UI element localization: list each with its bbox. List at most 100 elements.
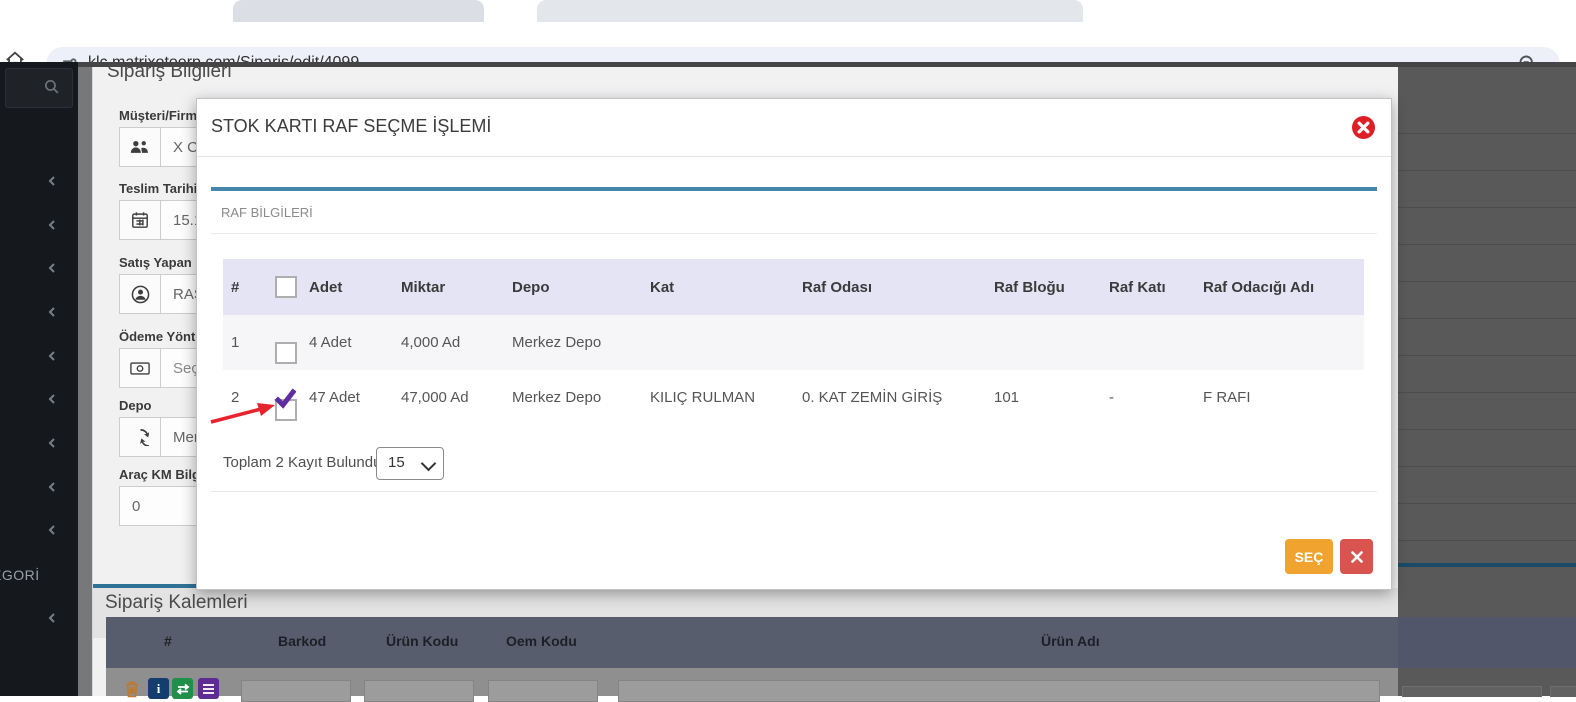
dimmed-table-rows (1398, 97, 1576, 547)
panel-accent-border (93, 584, 203, 588)
field-label-depo: Depo (119, 398, 152, 413)
odeme-yontemi-value: Seçi (173, 359, 203, 377)
order-items-title: Sipariş Kalemleri (105, 592, 248, 613)
dimmed-input (1402, 686, 1542, 697)
browser-tab-strip (0, 0, 1576, 22)
total-records-text: Toplam 2 Kayıt Bulundu. (223, 454, 386, 471)
cell-adet: 4 Adet (309, 334, 352, 351)
field-label-satis: Satış Yapan P (119, 255, 205, 270)
raf-table: # Adet Miktar Depo Kat Raf Odası Raf Blo… (223, 259, 1364, 425)
user-circle-icon (120, 275, 161, 313)
table-row[interactable]: 1 4 Adet 4,000 Ad Merkez Depo (223, 315, 1364, 370)
users-icon (120, 128, 161, 166)
cell-kat: KILIÇ RULMAN (650, 389, 756, 406)
cell-raf-odasi: 0. KAT ZEMİN GİRİŞ (802, 389, 943, 406)
header-depo: Depo (512, 278, 550, 296)
chevron-left-icon[interactable] (46, 611, 60, 625)
dimmed-page-region (1398, 67, 1576, 697)
cell-miktar: 47,000 Ad (401, 389, 469, 406)
cell-adet: 47 Adet (309, 389, 360, 406)
dimmed-panel-border (1398, 563, 1576, 567)
cell-depo: Merkez Depo (512, 389, 602, 406)
chevron-left-icon[interactable] (46, 174, 60, 188)
col-oem-kodu: Oem Kodu (506, 633, 577, 649)
chevron-left-icon[interactable] (46, 436, 60, 450)
cell-raf-blogu: 101 (994, 389, 1020, 406)
sec-button[interactable]: SEÇ (1285, 539, 1333, 574)
chevron-left-icon[interactable] (46, 523, 60, 537)
check-icon (274, 388, 296, 409)
header-raf-blogu: Raf Bloğu (994, 278, 1065, 296)
col-urun-kodu: Ürün Kodu (386, 633, 459, 649)
cell-depo: Merkez Depo (512, 334, 602, 351)
table-row-selected[interactable]: 2 47 Adet 47,000 Ad Merkez Depo KILIÇ RU… (223, 370, 1364, 425)
field-label-teslim: Teslim Tarihi (119, 181, 198, 196)
field-label-musteri: Müşteri/Firm (119, 108, 198, 123)
info-icon[interactable]: i (148, 678, 169, 699)
chevron-left-icon[interactable] (46, 261, 60, 275)
select-all-checkbox[interactable] (275, 276, 297, 298)
header-raf-odacigi: Raf Odacığı Adı (1203, 278, 1315, 296)
header-num: # (231, 278, 240, 296)
chevron-left-icon[interactable] (46, 349, 60, 363)
header-raf-odasi: Raf Odası (802, 278, 873, 296)
raf-section-title: RAF BİLGİLERİ (221, 205, 313, 220)
raf-secme-modal: STOK KARTI RAF SEÇME İŞLEMİ RAF BİLGİLER… (196, 98, 1392, 590)
order-items-table-header: # Barkod Ürün Kodu Oem Kodu Ürün Adı (106, 617, 1399, 668)
row-num: 2 (231, 389, 240, 406)
cell-miktar: 4,000 Ad (401, 334, 461, 351)
barkod-cell-input[interactable] (241, 680, 351, 702)
sidebar-search-input[interactable] (5, 68, 73, 108)
field-label-odeme: Ödeme Yönte (119, 329, 203, 344)
row-checkbox[interactable] (275, 342, 297, 364)
search-icon (44, 79, 59, 94)
calendar-icon (120, 201, 161, 239)
sidebar-category-label[interactable]: EGORİ (0, 567, 40, 583)
header-miktar: Miktar (401, 278, 446, 296)
page-size-value: 15 (388, 454, 405, 471)
col-num: # (164, 633, 172, 649)
browser-toolbar: klc.matrixotoerp.com/Siparis/edit/4099 (0, 22, 1576, 81)
sidebar: EGORİ (0, 62, 78, 696)
x-icon (1350, 550, 1363, 563)
sync-icon (120, 418, 161, 456)
chevron-left-icon[interactable] (46, 392, 60, 406)
cash-icon (120, 349, 161, 387)
dimmed-table-header (1398, 617, 1576, 668)
divider (211, 233, 1377, 234)
page-title: Sipariş Bilgileri (107, 61, 232, 82)
page-size-select[interactable]: 15 (376, 447, 444, 480)
header-adet: Adet (309, 278, 343, 296)
browser-tab-inactive[interactable] (537, 0, 1083, 22)
col-barkod: Barkod (278, 633, 327, 649)
header-raf-kati: Raf Katı (1109, 278, 1166, 296)
chevron-left-icon[interactable] (46, 218, 60, 232)
list-icon[interactable] (198, 678, 219, 699)
close-icon[interactable] (1352, 116, 1375, 139)
cell-raf-kati: - (1109, 389, 1114, 406)
urun-adi-cell-input[interactable] (618, 680, 1380, 702)
divider (211, 491, 1377, 492)
header-kat: Kat (650, 278, 675, 296)
chevron-down-icon (420, 455, 437, 472)
raf-table-header: # Adet Miktar Depo Kat Raf Odası Raf Blo… (223, 259, 1364, 315)
cell-raf-odacigi: F RAFI (1203, 389, 1251, 406)
modal-title: STOK KARTI RAF SEÇME İŞLEMİ (211, 116, 492, 136)
field-label-arac-km: Araç KM Bilgi (119, 467, 204, 482)
app-top-bar (78, 62, 1576, 67)
browser-tab[interactable] (233, 0, 484, 22)
panel-accent-border (211, 187, 1377, 191)
transfer-icon[interactable] (172, 678, 193, 699)
urun-kodu-cell-input[interactable] (364, 680, 474, 702)
col-urun-adi: Ürün Adı (1041, 633, 1100, 649)
modal-header: STOK KARTI RAF SEÇME İŞLEMİ (197, 99, 1391, 157)
chevron-left-icon[interactable] (46, 480, 60, 494)
chevron-left-icon[interactable] (46, 305, 60, 319)
row-checkbox-checked[interactable] (274, 388, 297, 421)
dimmed-input (1550, 686, 1576, 697)
arac-km-value: 0 (132, 497, 141, 515)
backdrop-strip (78, 67, 92, 696)
row-num: 1 (231, 334, 240, 351)
oem-kodu-cell-input[interactable] (488, 680, 598, 702)
cancel-button[interactable] (1340, 539, 1373, 574)
